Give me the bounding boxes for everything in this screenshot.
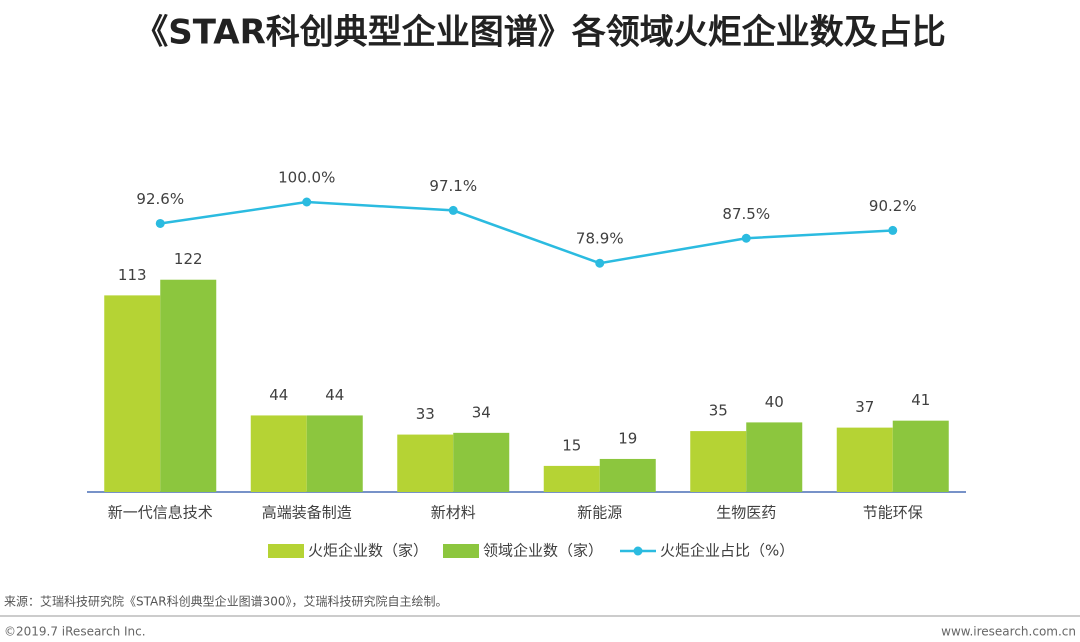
data-label: 40 — [765, 393, 784, 411]
data-label: 97.1% — [429, 177, 477, 195]
bar — [160, 279, 217, 492]
line-point — [888, 225, 898, 235]
bar — [892, 420, 949, 492]
x-tick-label: 高端装备制造 — [262, 504, 352, 522]
bar — [599, 458, 656, 492]
data-label: 34 — [472, 403, 491, 421]
data-label: 100.0% — [278, 169, 335, 187]
legend-swatch — [633, 546, 643, 556]
data-label: 44 — [269, 386, 288, 404]
x-tick-label: 新材料 — [431, 504, 476, 522]
legend-label: 领域企业数（家） — [483, 542, 603, 560]
bar — [104, 295, 161, 492]
data-label: 35 — [709, 402, 728, 420]
legend-swatch — [268, 544, 304, 558]
chart-title: 《STAR科创典型企业图谱》各领域火炬企业数及占比 — [134, 13, 946, 53]
x-tick-label: 生物医药 — [716, 504, 776, 522]
bar — [250, 415, 307, 492]
website: www.iresearch.com.cn — [941, 625, 1076, 639]
line-point — [448, 205, 458, 215]
line-point — [302, 197, 312, 207]
data-label: 90.2% — [869, 197, 917, 215]
data-label: 78.9% — [576, 230, 624, 248]
data-label: 15 — [562, 436, 581, 454]
data-label: 19 — [618, 429, 637, 447]
x-tick-label: 节能环保 — [863, 504, 923, 522]
data-label: 37 — [855, 398, 874, 416]
line-point — [595, 258, 605, 268]
data-label: 92.6% — [136, 190, 184, 208]
data-label: 87.5% — [722, 205, 770, 223]
bar — [836, 427, 893, 492]
data-label: 113 — [118, 266, 147, 284]
source-note: 来源：艾瑞科技研究院《STAR科创典型企业图谱300》，艾瑞科技研究院自主绘制。 — [4, 594, 447, 609]
bar — [543, 465, 600, 492]
data-label: 122 — [174, 250, 203, 268]
data-label: 41 — [911, 391, 930, 409]
bar — [690, 431, 747, 492]
copyright: ©2019.7 iResearch Inc. — [4, 625, 146, 639]
bar — [746, 422, 803, 492]
data-label: 33 — [416, 405, 435, 423]
x-tick-label: 新一代信息技术 — [108, 504, 213, 522]
bar — [397, 434, 454, 492]
line-series — [160, 200, 893, 265]
data-label: 44 — [325, 386, 344, 404]
line-point — [155, 218, 165, 228]
line-point — [741, 233, 751, 243]
bar — [306, 415, 363, 492]
legend-swatch — [443, 544, 479, 558]
legend-label: 火炬企业数（家） — [308, 542, 428, 560]
x-tick-label: 新能源 — [577, 504, 622, 522]
bar — [453, 432, 510, 492]
legend-label: 火炬企业占比（%） — [660, 542, 794, 560]
